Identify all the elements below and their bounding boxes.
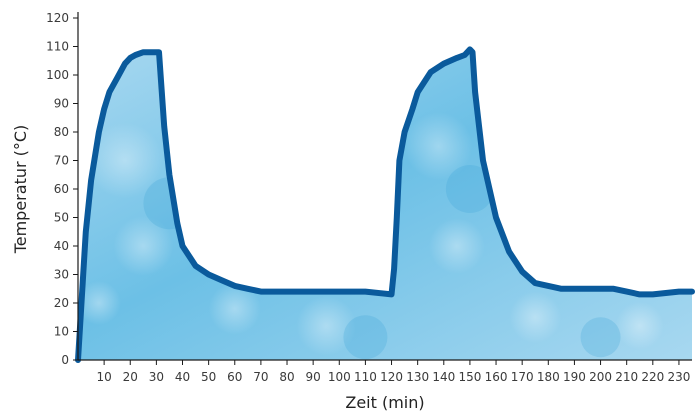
area-texture [78,112,664,360]
texture-blotch [404,112,473,181]
y-tick-label: 60 [54,182,69,196]
x-tick-label: 10 [96,370,111,384]
x-tick-label: 200 [589,370,612,384]
texture-blotch [78,281,121,325]
texture-blotch-dark [445,165,494,213]
x-tick-label: 150 [458,370,481,384]
y-tick-label: 40 [54,239,69,253]
y-tick-label: 0 [61,353,69,367]
y-tick-label: 10 [54,325,69,339]
x-tick-label: 190 [563,370,586,384]
x-tick-label: 140 [432,370,455,384]
y-axis-ticks: 0 10 20 30 40 50 60 70 80 90 100 110 120 [46,11,78,367]
x-tick-label: 160 [485,370,508,384]
x-tick-label: 60 [227,370,242,384]
x-tick-label: 90 [306,370,321,384]
x-tick-label: 120 [380,370,403,384]
texture-blotch-dark [580,317,621,358]
y-tick-label: 90 [54,97,69,111]
y-tick-label: 100 [46,68,69,82]
temperature-line [75,46,695,363]
texture-blotch-dark [343,315,388,360]
x-tick-label: 70 [253,370,268,384]
x-tick-label: 130 [406,370,429,384]
texture-blotch [509,291,562,344]
x-tick-label: 80 [279,370,294,384]
x-axis-ticks: 10 20 30 40 50 60 70 80 90 100 110 120 130 140 150 160 1… [96,360,690,384]
texture-blotch [87,122,164,199]
x-tick-label: 180 [537,370,560,384]
texture-blotch [428,218,485,274]
y-tick-label: 80 [54,125,69,139]
x-tick-label: 220 [641,370,664,384]
y-tick-label: 120 [46,11,69,25]
x-tick-label: 110 [354,370,377,384]
x-axis-title: Zeit (min) [345,393,424,412]
y-tick-label: 50 [54,211,69,225]
y-tick-label: 110 [46,40,69,54]
x-tick-label: 50 [201,370,216,384]
x-tick-label: 230 [667,370,690,384]
y-tick-label: 70 [54,154,69,168]
texture-blotch [296,295,357,356]
x-tick-label: 40 [175,370,190,384]
x-tick-label: 210 [615,370,638,384]
texture-blotch [615,301,664,350]
x-tick-label: 20 [123,370,138,384]
x-tick-label: 30 [149,370,164,384]
x-tick-label: 170 [511,370,534,384]
texture-blotch [208,282,261,335]
y-axis-title: Temperatur (°C) [11,125,30,255]
y-tick-label: 30 [54,268,69,282]
y-tick-label: 20 [54,296,69,310]
x-tick-label: 100 [328,370,351,384]
plot-layer [75,46,695,363]
texture-blotch [113,216,174,276]
